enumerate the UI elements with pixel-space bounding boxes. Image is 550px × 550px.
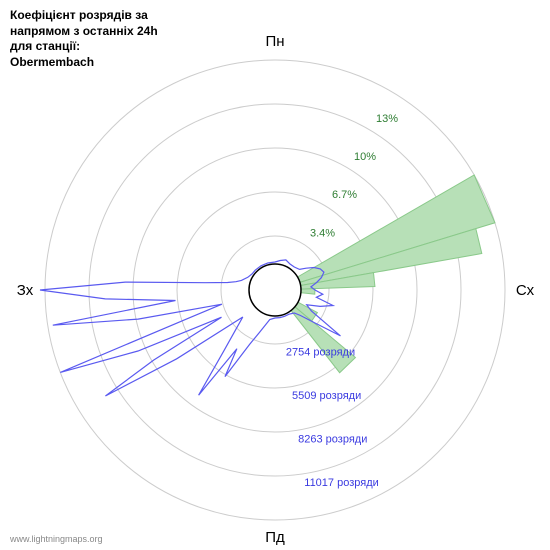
dir-label-west: Зх bbox=[17, 282, 34, 299]
count-label: 2754 розряди bbox=[286, 346, 355, 358]
count-label: 8263 розряди bbox=[298, 434, 367, 446]
pct-label: 13% bbox=[376, 113, 398, 125]
pct-wedge bbox=[301, 289, 315, 295]
pct-label: 10% bbox=[354, 151, 376, 163]
count-label: 5509 розряди bbox=[292, 390, 361, 402]
dir-label-north: Пн bbox=[265, 33, 284, 50]
chart-title: Коефіцієнт розрядів за напрямом з останн… bbox=[10, 8, 160, 70]
pct-label: 3.4% bbox=[310, 227, 335, 239]
dir-label-east: Сх bbox=[516, 282, 535, 299]
dir-label-south: Пд bbox=[265, 529, 285, 546]
pct-label: 6.7% bbox=[332, 189, 357, 201]
pct-wedge bbox=[291, 307, 355, 373]
footer-link: www.lightningmaps.org bbox=[10, 534, 103, 544]
center-circle bbox=[249, 264, 301, 316]
count-label: 11017 розряди bbox=[304, 477, 379, 489]
